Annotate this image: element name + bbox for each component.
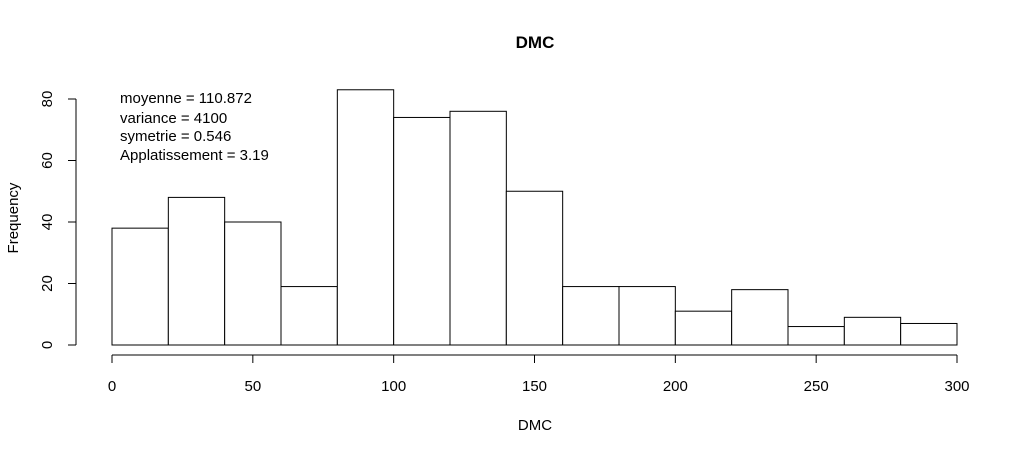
x-tick-label-200: 200 <box>663 378 688 395</box>
histogram-bar-9 <box>618 286 676 346</box>
y-tick-label-80: 80 <box>39 91 56 108</box>
histogram-bar-6 <box>449 110 507 346</box>
chart-title: DMC <box>516 33 555 52</box>
y-tick-label-0: 0 <box>39 341 56 349</box>
y-tick-label-40: 40 <box>39 214 56 231</box>
annotation-mean: moyenne = 110.872 <box>120 90 252 107</box>
annotation-kurtosis: Applatissement = 3.19 <box>120 147 269 164</box>
histogram-bar-13 <box>843 316 902 346</box>
x-axis-label: DMC <box>518 417 552 434</box>
x-axis: 0 50 100 150 200 250 300 <box>108 354 970 395</box>
histogram-bar-12 <box>787 326 845 346</box>
histogram-bar-4 <box>336 89 395 346</box>
y-axis: 0 20 40 60 80 <box>39 91 77 349</box>
y-tick-label-20: 20 <box>39 275 56 292</box>
x-tick-label-50: 50 <box>244 378 261 395</box>
histogram-bar-10 <box>674 310 733 346</box>
histogram-bar-3 <box>280 286 338 346</box>
x-tick-label-150: 150 <box>522 378 547 395</box>
annotation-variance: variance = 4100 <box>120 110 227 127</box>
x-tick-label-100: 100 <box>381 378 406 395</box>
histogram-bar-7 <box>505 190 564 346</box>
y-axis-label: Frequency <box>5 182 22 253</box>
histogram-bar-14 <box>900 322 958 346</box>
stats-annotations: moyenne = 110.872 variance = 4100 symetr… <box>120 90 269 164</box>
histogram-bar-5 <box>393 116 451 346</box>
x-tick-label-0: 0 <box>108 378 116 395</box>
histogram-bar-1 <box>167 196 226 346</box>
annotation-skewness: symetrie = 0.546 <box>120 128 231 145</box>
x-tick-label-250: 250 <box>804 378 829 395</box>
histogram-bar-8 <box>562 286 620 346</box>
histogram-bar-0 <box>111 227 169 346</box>
bars-group <box>111 89 958 346</box>
y-tick-label-60: 60 <box>39 152 56 169</box>
x-tick-label-300: 300 <box>944 378 969 395</box>
histogram-bar-2 <box>224 221 282 346</box>
histogram-bar-11 <box>731 289 789 346</box>
